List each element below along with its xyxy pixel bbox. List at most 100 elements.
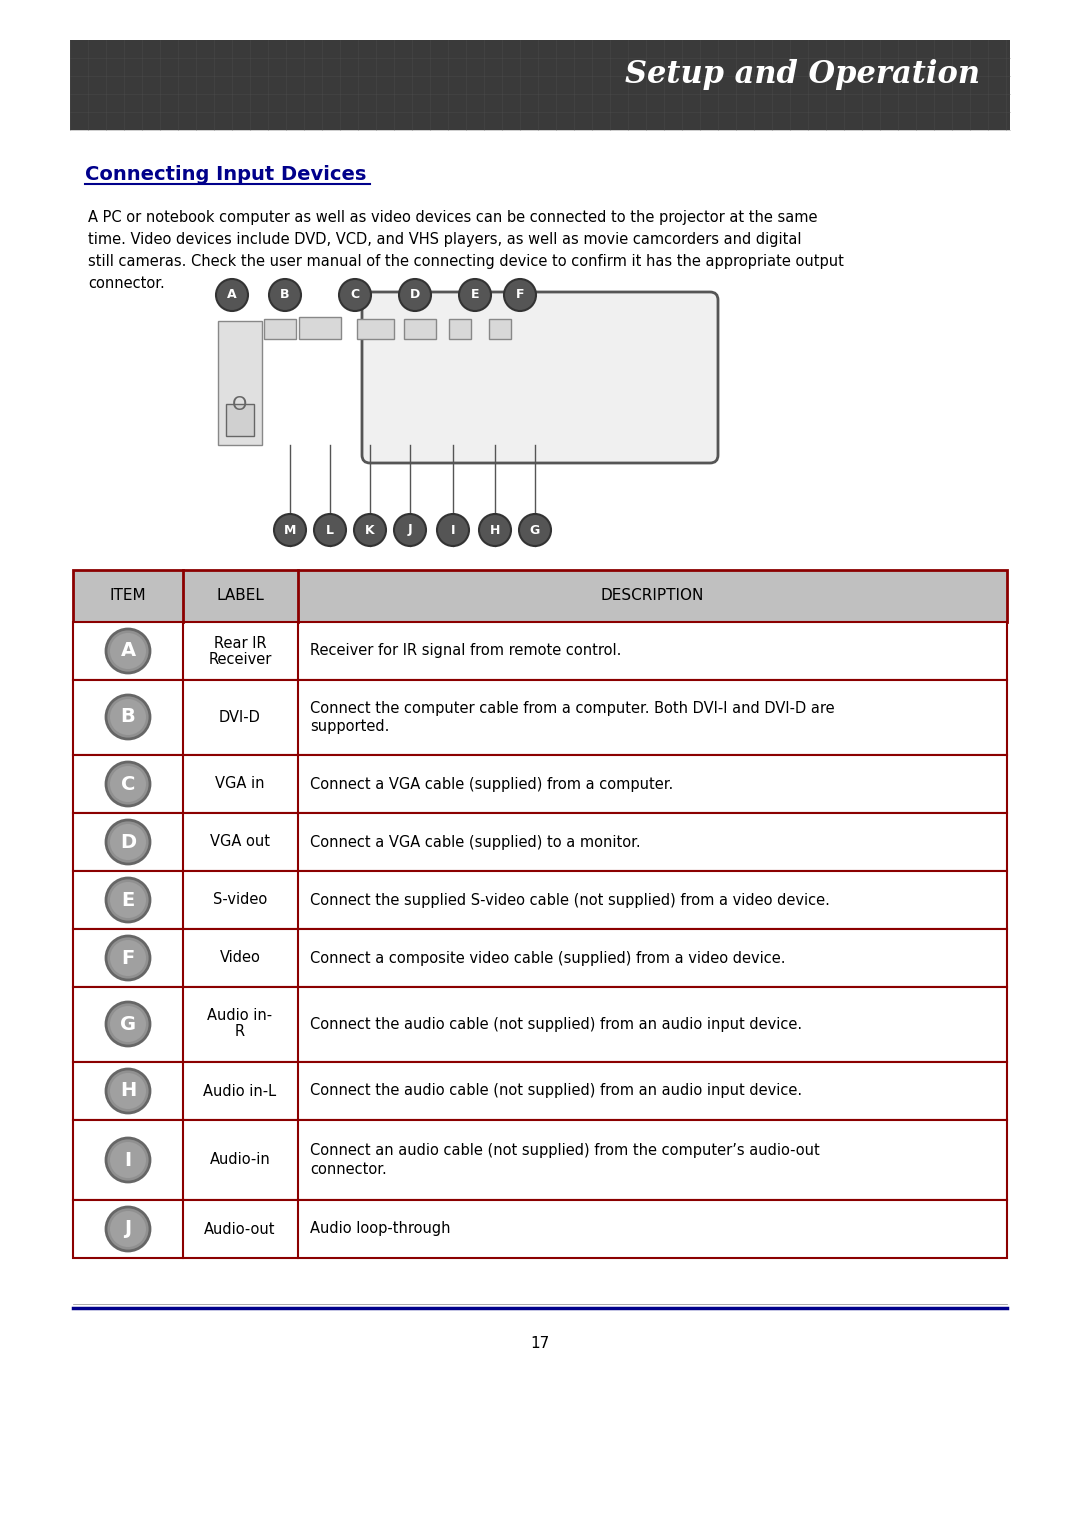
Circle shape [110,767,146,802]
FancyBboxPatch shape [404,319,436,339]
FancyBboxPatch shape [73,621,1007,680]
Text: Connect a composite video cable (supplied) from a video device.: Connect a composite video cable (supplie… [310,950,785,965]
Text: Connect a VGA cable (supplied) to a monitor.: Connect a VGA cable (supplied) to a moni… [310,834,640,849]
Text: K: K [365,524,375,536]
Text: Audio in-: Audio in- [207,1008,272,1023]
Text: Audio-in: Audio-in [210,1153,270,1168]
Text: A: A [227,289,237,301]
FancyBboxPatch shape [449,319,471,339]
Circle shape [106,820,150,864]
Circle shape [106,1002,150,1046]
FancyBboxPatch shape [226,405,254,437]
Text: B: B [121,707,135,727]
Text: LABEL: LABEL [216,588,264,603]
FancyBboxPatch shape [73,570,1007,621]
Text: Connect the audio cable (not supplied) from an audio input device.: Connect the audio cable (not supplied) f… [310,1017,802,1032]
Circle shape [110,1211,146,1248]
Text: Video: Video [219,950,260,965]
FancyBboxPatch shape [489,319,511,339]
Text: DVI-D: DVI-D [219,710,261,724]
Text: Connect the computer cable from a computer. Both DVI-I and DVI-D are: Connect the computer cable from a comput… [310,701,835,716]
Circle shape [110,883,146,918]
Text: Connecting Input Devices: Connecting Input Devices [85,165,366,185]
FancyBboxPatch shape [73,870,1007,928]
Text: still cameras. Check the user manual of the connecting device to confirm it has : still cameras. Check the user manual of … [87,253,843,269]
Text: Audio in-L: Audio in-L [203,1084,276,1098]
Text: L: L [326,524,334,536]
Text: F: F [516,289,524,301]
FancyBboxPatch shape [73,680,1007,754]
Circle shape [106,1138,150,1182]
Text: Connect a VGA cable (supplied) from a computer.: Connect a VGA cable (supplied) from a co… [310,777,673,791]
Text: J: J [407,524,413,536]
FancyBboxPatch shape [70,40,1010,130]
Text: DESCRIPTION: DESCRIPTION [600,588,704,603]
Circle shape [106,629,150,673]
Text: S-video: S-video [213,892,267,907]
Text: Audio loop-through: Audio loop-through [310,1222,450,1237]
Text: B: B [280,289,289,301]
Text: 17: 17 [530,1336,550,1350]
Circle shape [274,515,306,547]
Text: I: I [450,524,456,536]
Text: O: O [232,395,247,414]
Text: R: R [235,1025,245,1040]
Text: E: E [471,289,480,301]
FancyBboxPatch shape [73,1061,1007,1119]
Text: A PC or notebook computer as well as video devices can be connected to the proje: A PC or notebook computer as well as vid… [87,211,818,224]
Circle shape [110,634,146,669]
FancyBboxPatch shape [218,321,262,444]
Text: C: C [350,289,360,301]
Text: E: E [121,890,135,910]
Text: H: H [490,524,500,536]
Text: Receiver for IR signal from remote control.: Receiver for IR signal from remote contr… [310,643,621,658]
Text: VGA in: VGA in [215,777,265,791]
Circle shape [110,1006,146,1041]
Circle shape [106,695,150,739]
Text: Connect the supplied S-video cable (not supplied) from a video device.: Connect the supplied S-video cable (not … [310,892,829,907]
Circle shape [399,279,431,312]
Text: Audio-out: Audio-out [204,1222,275,1237]
FancyBboxPatch shape [362,292,718,463]
Circle shape [110,1073,146,1109]
FancyBboxPatch shape [357,319,394,339]
FancyBboxPatch shape [73,754,1007,812]
Circle shape [216,279,248,312]
Text: D: D [120,832,136,852]
Text: Rear IR: Rear IR [214,635,267,651]
Text: J: J [124,1220,132,1238]
Circle shape [106,1206,150,1251]
Circle shape [394,515,426,547]
Text: D: D [410,289,420,301]
Text: G: G [530,524,540,536]
Circle shape [354,515,386,547]
Text: Connect an audio cable (not supplied) from the computer’s audio-out: Connect an audio cable (not supplied) fr… [310,1144,820,1159]
Text: VGA out: VGA out [210,834,270,849]
FancyBboxPatch shape [73,986,1007,1061]
Circle shape [110,825,146,860]
Circle shape [269,279,301,312]
Circle shape [110,699,146,734]
Circle shape [437,515,469,547]
Circle shape [106,762,150,806]
Circle shape [110,1142,146,1177]
Circle shape [314,515,346,547]
Circle shape [106,936,150,980]
Text: time. Video devices include DVD, VCD, and VHS players, as well as movie camcorde: time. Video devices include DVD, VCD, an… [87,232,801,247]
Text: supported.: supported. [310,719,390,733]
FancyBboxPatch shape [73,928,1007,986]
Circle shape [504,279,536,312]
Text: C: C [121,774,135,794]
Circle shape [519,515,551,547]
Text: Receiver: Receiver [208,652,272,666]
FancyBboxPatch shape [73,812,1007,870]
Text: connector.: connector. [87,276,165,292]
Text: connector.: connector. [310,1162,387,1176]
Text: A: A [121,641,136,661]
Text: Connect the audio cable (not supplied) from an audio input device.: Connect the audio cable (not supplied) f… [310,1084,802,1098]
FancyBboxPatch shape [299,318,341,339]
Text: M: M [284,524,296,536]
Text: Setup and Operation: Setup and Operation [625,60,980,90]
Circle shape [110,941,146,976]
Circle shape [480,515,511,547]
